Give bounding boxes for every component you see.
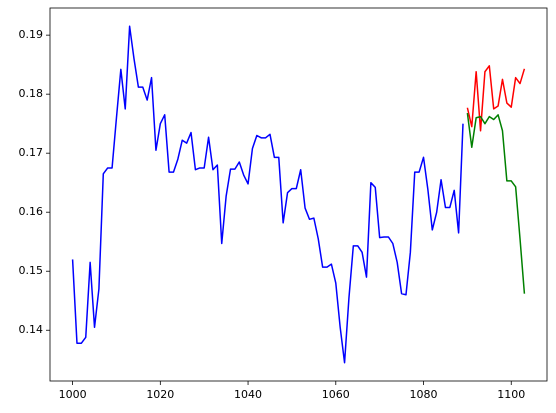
x-tick-label: 1000: [59, 388, 87, 401]
series-line: [466, 112, 526, 294]
series-line: [466, 65, 526, 132]
y-tick-label: 0.18: [19, 87, 44, 100]
x-tick-label: 1080: [410, 388, 438, 401]
y-tick-label: 0.17: [19, 146, 44, 159]
y-tick-label: 0.19: [19, 28, 44, 41]
x-tick-label: 1100: [497, 388, 525, 401]
x-tick-label: 1040: [234, 388, 262, 401]
y-tick-label: 0.15: [19, 264, 44, 277]
plot-frame: [49, 7, 548, 382]
series-line: [71, 25, 464, 364]
y-tick-label: 0.14: [19, 323, 44, 336]
x-tick-label: 1020: [146, 388, 174, 401]
x-tick-label: 1060: [322, 388, 350, 401]
y-tick-label: 0.16: [19, 205, 44, 218]
